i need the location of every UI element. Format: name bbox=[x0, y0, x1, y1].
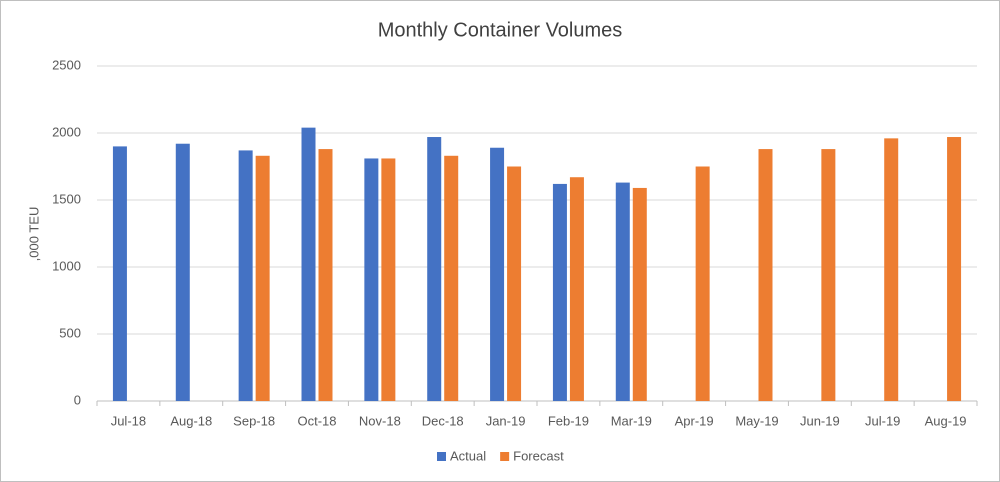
chart-title: Monthly Container Volumes bbox=[378, 19, 623, 41]
bar bbox=[758, 149, 773, 401]
x-tick-label: Aug-18 bbox=[170, 413, 212, 428]
bar bbox=[821, 149, 836, 401]
bar bbox=[947, 137, 962, 401]
bar bbox=[552, 183, 567, 401]
bar bbox=[364, 158, 379, 401]
x-tick-label: Nov-18 bbox=[359, 413, 401, 428]
bar bbox=[632, 187, 647, 401]
legend-swatch bbox=[500, 452, 510, 461]
x-tick-label: Sep-18 bbox=[233, 413, 275, 428]
x-tick-label: Aug-19 bbox=[925, 413, 967, 428]
x-tick-label: Jan-19 bbox=[486, 413, 526, 428]
legend-swatch bbox=[437, 452, 446, 461]
x-tick-label: Jun-19 bbox=[800, 413, 840, 428]
x-tick-label: Apr-19 bbox=[675, 413, 714, 428]
bar bbox=[381, 158, 396, 401]
y-tick-label: 0 bbox=[74, 392, 81, 407]
bar bbox=[318, 149, 333, 401]
x-tick-label: Dec-18 bbox=[422, 413, 464, 428]
bar bbox=[884, 138, 899, 402]
bar bbox=[175, 143, 190, 401]
bar bbox=[569, 177, 584, 401]
x-tick-label: Jul-19 bbox=[865, 413, 900, 428]
bar bbox=[427, 137, 442, 401]
bar bbox=[301, 127, 316, 401]
legend-label: Actual bbox=[450, 448, 486, 463]
y-tick-label: 2500 bbox=[52, 57, 81, 72]
bar bbox=[444, 155, 459, 401]
x-tick-label: Jul-18 bbox=[111, 413, 146, 428]
bar bbox=[112, 146, 127, 401]
bar bbox=[507, 166, 522, 401]
x-tick-label: May-19 bbox=[735, 413, 778, 428]
y-tick-label: 2000 bbox=[52, 124, 81, 139]
y-axis-label: ,000 TEU bbox=[26, 207, 41, 262]
y-tick-label: 500 bbox=[59, 325, 81, 340]
bar bbox=[695, 166, 710, 401]
x-tick-label: Oct-18 bbox=[297, 413, 336, 428]
y-tick-label: 1000 bbox=[52, 258, 81, 273]
bar bbox=[615, 182, 630, 401]
bar bbox=[255, 155, 270, 401]
legend-label: Forecast bbox=[513, 448, 564, 463]
x-tick-label: Feb-19 bbox=[548, 413, 589, 428]
bar bbox=[490, 147, 505, 401]
bar bbox=[238, 150, 253, 401]
x-tick-label: Mar-19 bbox=[611, 413, 652, 428]
y-tick-label: 1500 bbox=[52, 191, 81, 206]
